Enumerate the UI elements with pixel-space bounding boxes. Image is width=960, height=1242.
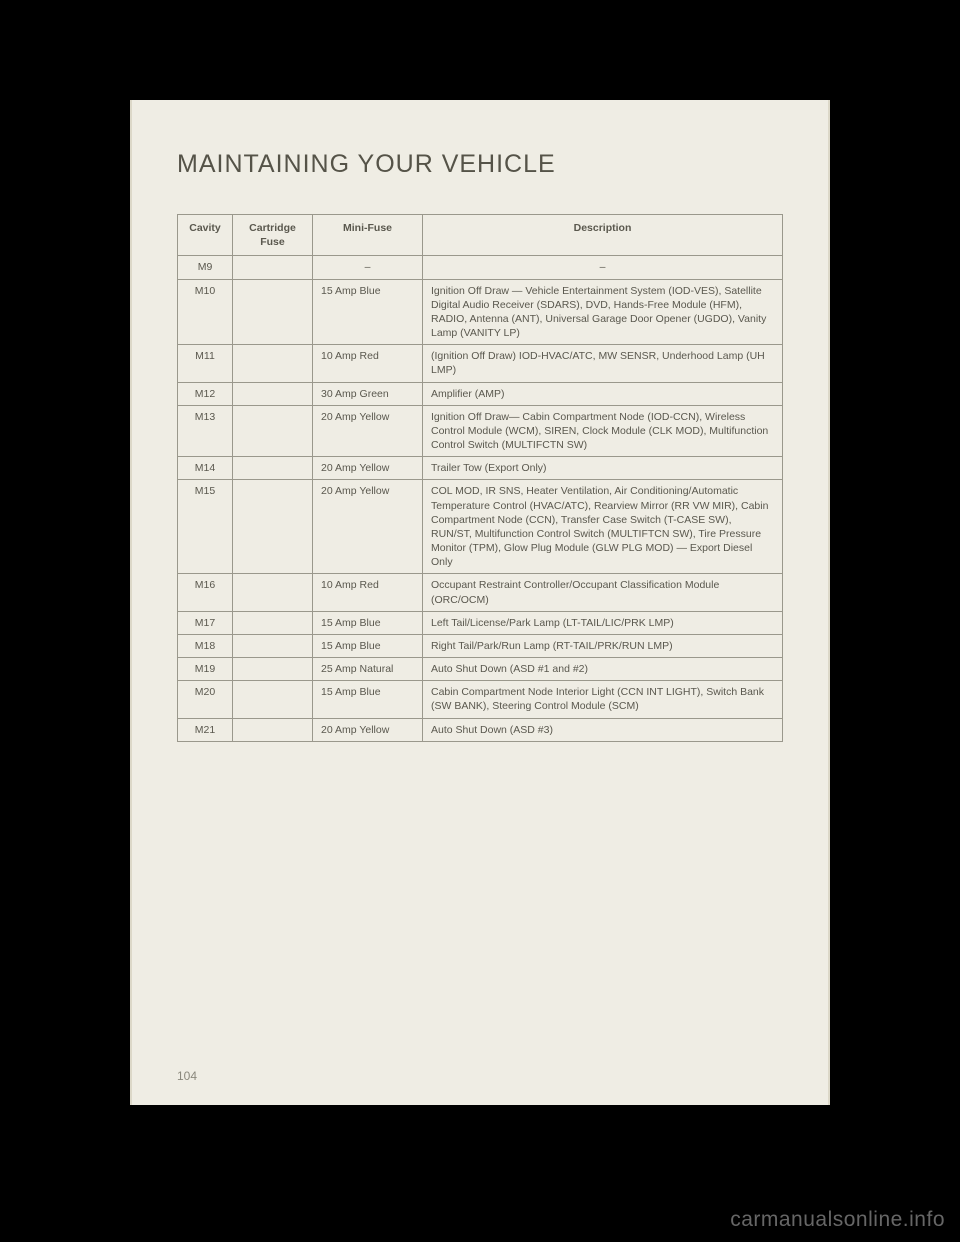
- cell-description: Cabin Compartment Node Interior Light (C…: [423, 681, 783, 718]
- cell-cartridge: [233, 480, 313, 574]
- fuse-table: Cavity Cartridge Fuse Mini-Fuse Descript…: [177, 214, 783, 742]
- cell-mini-fuse: 20 Amp Yellow: [313, 405, 423, 457]
- cell-description: –: [423, 256, 783, 279]
- cell-mini-fuse: 15 Amp Blue: [313, 681, 423, 718]
- cell-description: COL MOD, IR SNS, Heater Ventilation, Air…: [423, 480, 783, 574]
- cell-description: (Ignition Off Draw) IOD-HVAC/ATC, MW SEN…: [423, 345, 783, 382]
- cell-mini-fuse: 30 Amp Green: [313, 382, 423, 405]
- cell-description: Ignition Off Draw — Vehicle Entertainmen…: [423, 279, 783, 345]
- table-row: M20 15 Amp BlueCabin Compartment Node Int…: [178, 681, 783, 718]
- table-row: M19 25 Amp NaturalAuto Shut Down (ASD #1 …: [178, 658, 783, 681]
- cell-cavity: M19: [178, 658, 233, 681]
- cell-cavity: M9: [178, 256, 233, 279]
- table-row: M15 20 Amp YellowCOL MOD, IR SNS, Heater …: [178, 480, 783, 574]
- cell-cavity: M18: [178, 634, 233, 657]
- cell-cavity: M11: [178, 345, 233, 382]
- table-row: M14 20 Amp YellowTrailer Tow (Export Only…: [178, 457, 783, 480]
- cell-description: Trailer Tow (Export Only): [423, 457, 783, 480]
- cell-description: Amplifier (AMP): [423, 382, 783, 405]
- table-row: M17 15 Amp BlueLeft Tail/License/Park Lam…: [178, 611, 783, 634]
- cell-cartridge: [233, 382, 313, 405]
- table-row: M9 ––: [178, 256, 783, 279]
- page-heading: MAINTAINING YOUR VEHICLE: [177, 150, 783, 179]
- cell-cavity: M21: [178, 718, 233, 741]
- cell-cartridge: [233, 681, 313, 718]
- cell-description: Auto Shut Down (ASD #3): [423, 718, 783, 741]
- cell-cartridge: [233, 574, 313, 611]
- cell-mini-fuse: 20 Amp Yellow: [313, 480, 423, 574]
- table-row: M11 10 Amp Red(Ignition Off Draw) IOD-HVA…: [178, 345, 783, 382]
- table-row: M16 10 Amp RedOccupant Restraint Controll…: [178, 574, 783, 611]
- cell-cavity: M20: [178, 681, 233, 718]
- cell-mini-fuse: 15 Amp Blue: [313, 611, 423, 634]
- cell-description: Right Tail/Park/Run Lamp (RT-TAIL/PRK/RU…: [423, 634, 783, 657]
- col-cavity: Cavity: [178, 215, 233, 256]
- table-row: M12 30 Amp GreenAmplifier (AMP): [178, 382, 783, 405]
- cell-mini-fuse: –: [313, 256, 423, 279]
- cell-cartridge: [233, 718, 313, 741]
- cell-mini-fuse: 10 Amp Red: [313, 345, 423, 382]
- cell-cavity: M10: [178, 279, 233, 345]
- cell-description: Auto Shut Down (ASD #1 and #2): [423, 658, 783, 681]
- cell-cavity: M13: [178, 405, 233, 457]
- cell-description: Occupant Restraint Controller/Occupant C…: [423, 574, 783, 611]
- col-description: Description: [423, 215, 783, 256]
- cell-cavity: M16: [178, 574, 233, 611]
- cell-cartridge: [233, 634, 313, 657]
- cell-mini-fuse: 15 Amp Blue: [313, 634, 423, 657]
- col-cartridge: Cartridge Fuse: [233, 215, 313, 256]
- watermark-text: carmanualsonline.info: [730, 1208, 945, 1232]
- cell-mini-fuse: 20 Amp Yellow: [313, 718, 423, 741]
- cell-cavity: M17: [178, 611, 233, 634]
- table-row: M13 20 Amp YellowIgnition Off Draw— Cabin…: [178, 405, 783, 457]
- cell-cavity: M14: [178, 457, 233, 480]
- cell-cartridge: [233, 611, 313, 634]
- table-row: M10 15 Amp BlueIgnition Off Draw — Vehicl…: [178, 279, 783, 345]
- cell-cavity: M15: [178, 480, 233, 574]
- cell-description: Left Tail/License/Park Lamp (LT-TAIL/LIC…: [423, 611, 783, 634]
- cell-cartridge: [233, 345, 313, 382]
- table-header-row: Cavity Cartridge Fuse Mini-Fuse Descript…: [178, 215, 783, 256]
- table-body: M9––M1015 Amp BlueIgnition Off Draw — Ve…: [178, 256, 783, 741]
- cell-cartridge: [233, 256, 313, 279]
- table-row: M21 20 Amp YellowAuto Shut Down (ASD #3): [178, 718, 783, 741]
- cell-cartridge: [233, 405, 313, 457]
- cell-cartridge: [233, 457, 313, 480]
- cell-mini-fuse: 25 Amp Natural: [313, 658, 423, 681]
- page-number: 104: [177, 1069, 197, 1083]
- cell-mini-fuse: 20 Amp Yellow: [313, 457, 423, 480]
- cell-cavity: M12: [178, 382, 233, 405]
- cell-mini-fuse: 10 Amp Red: [313, 574, 423, 611]
- cell-description: Ignition Off Draw— Cabin Compartment Nod…: [423, 405, 783, 457]
- table-row: M18 15 Amp BlueRight Tail/Park/Run Lamp (…: [178, 634, 783, 657]
- cell-cartridge: [233, 279, 313, 345]
- document-page: MAINTAINING YOUR VEHICLE Cavity Cartridg…: [130, 100, 830, 1105]
- col-mini-fuse: Mini-Fuse: [313, 215, 423, 256]
- cell-cartridge: [233, 658, 313, 681]
- cell-mini-fuse: 15 Amp Blue: [313, 279, 423, 345]
